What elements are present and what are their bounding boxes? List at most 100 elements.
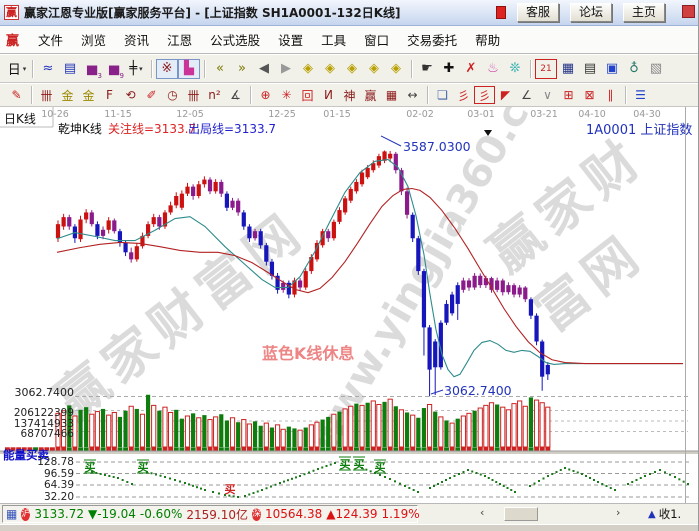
nav-last-icon[interactable]: » [238, 61, 246, 76]
customer-service-button[interactable]: 客服 [517, 3, 559, 22]
fib-f-icon[interactable]: F [106, 88, 113, 102]
volume-bar-down [505, 409, 511, 448]
ying-icon[interactable]: 赢 [364, 88, 377, 103]
hollow-candle-icon[interactable]: ╪ ▾ [129, 61, 143, 76]
menu-item-2[interactable]: 资讯 [124, 33, 150, 48]
zoom-diamond-left-icon[interactable]: ◈ [303, 61, 313, 76]
scroll-right-icon[interactable]: › [616, 506, 621, 519]
signal-strip-segment [275, 447, 281, 451]
app-logo-icon: 赢 [4, 5, 19, 20]
parallel-icon[interactable]: ∥ [607, 88, 614, 102]
zoom-diamond-v-icon[interactable]: ◈ [369, 61, 379, 76]
delete-icon[interactable]: ✗ [465, 61, 477, 76]
energy-dot [369, 470, 372, 473]
volume-bar-down [61, 410, 67, 448]
energy-dot [317, 468, 319, 470]
trend-angle-icon[interactable]: ∠ [521, 88, 532, 102]
fan-fill-icon[interactable]: ◤ [500, 88, 511, 102]
user-icon[interactable]: ▧ [649, 61, 663, 76]
close-icon[interactable] [682, 5, 695, 18]
grid-arrow-icon[interactable]: ⊠ [584, 88, 595, 102]
energy-dot [279, 482, 281, 484]
zoom-diamond-h-icon[interactable]: ◈ [325, 61, 335, 76]
shen-icon[interactable]: 神 [343, 88, 356, 103]
gold-ratio2-icon[interactable]: 金 [82, 88, 95, 103]
pencil-ruler-icon[interactable]: ✐ [146, 88, 157, 102]
chart-area[interactable]: 赢家财富网 www.yingjia360.com 赢家财富网 买买买买买买 10… [0, 107, 699, 503]
column-icon[interactable]: ☰ [635, 88, 646, 102]
chip-icon[interactable]: ※ [156, 58, 178, 79]
candle-body [320, 231, 325, 246]
energy-dot [95, 472, 98, 474]
pencil-icon[interactable]: ✎ [11, 88, 22, 102]
network-icon[interactable]: ♁ [629, 61, 639, 76]
menu-item-6[interactable]: 工具 [321, 33, 347, 48]
kline-style-icon[interactable]: 日 ▾ [7, 63, 27, 78]
fan-box-icon[interactable]: 彡 [474, 86, 495, 104]
scrollbar-thumb[interactable] [504, 507, 538, 521]
circle-cross-icon[interactable]: ⊕ [260, 88, 271, 102]
nav-prev-icon[interactable]: ◀ [259, 61, 269, 76]
bars3-icon[interactable]: ▅ 3 [87, 61, 102, 80]
shanghai-badge-icon: 沪 [21, 507, 31, 521]
menu-item-9[interactable]: 帮助 [475, 33, 501, 48]
starburst-icon[interactable]: ✳ [281, 88, 292, 102]
wave-count-icon[interactable]: И [324, 88, 333, 102]
spectrum-icon[interactable]: ▙ [178, 58, 200, 79]
square-spiral-icon[interactable]: 回 [301, 88, 314, 103]
gann-ticks-icon[interactable]: 卌 [40, 88, 53, 103]
volume-bar-up [320, 419, 325, 447]
wave-icon[interactable]: ≈ [42, 61, 54, 76]
menu-item-8[interactable]: 交易委托 [407, 33, 458, 48]
menu-item-4[interactable]: 公式选股 [210, 33, 261, 48]
memo-icon[interactable]: ▤ [583, 61, 597, 76]
kline-plot[interactable]: 买买买买买买 [0, 107, 699, 503]
nav-first-icon[interactable]: « [216, 61, 224, 76]
quote-grid-icon[interactable]: ▦ [6, 507, 18, 521]
alert-icon[interactable] [496, 6, 506, 19]
signal-strip-segment [55, 447, 61, 451]
v-line-icon[interactable]: ∨ [543, 88, 552, 102]
measure-icon[interactable]: ↔ [407, 88, 418, 102]
calculator-icon[interactable]: ▦ [561, 61, 575, 76]
board-icon[interactable]: ▤ [63, 61, 77, 76]
forum-button[interactable]: 论坛 [570, 3, 612, 22]
toolbar-gann-tools: ✎ 卌金金 F ⟲ ✐ ◷ 卌 n² ∡ ⊕ ✳ 回 И 神赢 ▦ ↔ ❏ 彡彡 ◤ ∠ ∨ ⊞ ⊠ ∥ ☰ [0, 84, 698, 107]
energy-dot [196, 486, 198, 489]
homepage-button[interactable]: 主页 [623, 3, 665, 22]
scroll-left-icon[interactable]: ‹ [480, 506, 485, 519]
gold-ratio-icon[interactable]: 金 [61, 88, 74, 103]
ticks2-icon[interactable]: 卌 [187, 88, 200, 103]
energy-dot [437, 483, 439, 485]
zoom-diamond-center-icon[interactable]: ◈ [347, 61, 357, 76]
crosshair-icon[interactable]: ✚ [443, 61, 455, 76]
horizontal-scrollbar[interactable]: ‹ › [420, 505, 644, 524]
toolbox-icon[interactable]: ♨ [487, 61, 499, 76]
grid-red-icon[interactable]: ⊞ [563, 88, 574, 102]
volume-bar-down [196, 417, 202, 448]
n2-icon[interactable]: n² [208, 88, 221, 102]
bars9-icon[interactable]: ▅ 9 [109, 61, 124, 80]
grid123-icon[interactable]: ▦ [385, 88, 398, 102]
nav-next-icon[interactable]: ▶ [281, 61, 291, 76]
time-circle-icon[interactable]: ◷ [167, 88, 178, 102]
menu-item-3[interactable]: 江恩 [167, 33, 193, 48]
menu-item-0[interactable]: 文件 [38, 33, 64, 48]
menu-item-5[interactable]: 设置 [278, 33, 304, 48]
angle-icon[interactable]: ∡ [230, 88, 241, 102]
volume-bar-down [128, 405, 134, 448]
volume-bar-up [236, 422, 241, 447]
zoom-diamond-all-icon[interactable]: ◈ [391, 61, 401, 76]
signal-strip-segment [506, 447, 511, 451]
save-icon[interactable]: ▣ [605, 61, 619, 76]
calendar-icon[interactable]: 21 [535, 58, 557, 79]
hand-icon[interactable]: ☛ [421, 61, 433, 76]
volume-bar-up [174, 409, 179, 447]
select-box-icon[interactable]: ❏ [437, 88, 448, 102]
spiral-icon[interactable]: ⟲ [125, 88, 136, 102]
signal-strip-segment [522, 447, 528, 451]
menu-item-1[interactable]: 浏览 [81, 33, 107, 48]
pattern-icon[interactable]: ❊ [509, 61, 521, 76]
fan-icon[interactable]: 彡 [457, 88, 470, 103]
menu-item-7[interactable]: 窗口 [364, 33, 390, 48]
